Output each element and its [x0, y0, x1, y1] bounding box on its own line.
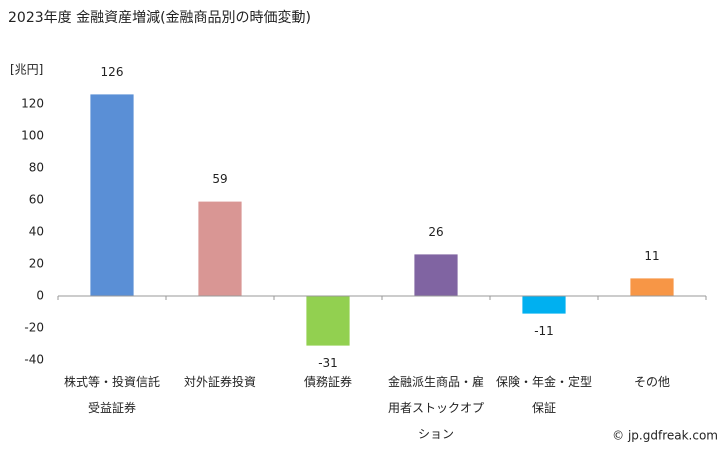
bar [90, 94, 134, 297]
value-label: 26 [428, 225, 443, 239]
y-tick-label: -20 [24, 321, 44, 335]
y-tick-label: 100 [21, 129, 44, 143]
value-label: -11 [534, 324, 554, 338]
y-tick-label: 0 [36, 289, 44, 303]
x-tick-label: 対外証券投資 [184, 374, 256, 389]
x-tick-label: 金融派生商品・雇用者ストックオプション [388, 374, 484, 441]
x-tick-label: 保険・年金・定型保証 [496, 374, 592, 415]
bar [198, 201, 242, 296]
y-axis-label: [兆円] [10, 63, 43, 77]
value-label: 126 [101, 65, 124, 79]
x-tick-label: 債務証券 [304, 374, 352, 389]
x-tick-label: その他 [634, 375, 670, 389]
x-tick-label: 株式等・投資信託受益証券 [64, 374, 160, 415]
bar [306, 296, 350, 346]
y-tick-label: 120 [21, 97, 44, 111]
y-tick-label: 20 [29, 257, 44, 271]
y-tick-label: 80 [29, 161, 44, 175]
bar [522, 296, 566, 314]
chart-title: 2023年度 金融資産増減(金融商品別の時価変動) [8, 9, 311, 26]
value-label: 59 [212, 172, 227, 186]
y-tick-label: 40 [29, 225, 44, 239]
value-label: -31 [318, 356, 338, 370]
bar [414, 254, 458, 296]
credit: © jp.gdfreak.com [612, 429, 718, 443]
value-label: 11 [644, 249, 659, 263]
y-tick-label: -40 [24, 353, 44, 367]
bar [630, 278, 674, 296]
y-tick-label: 60 [29, 193, 44, 207]
